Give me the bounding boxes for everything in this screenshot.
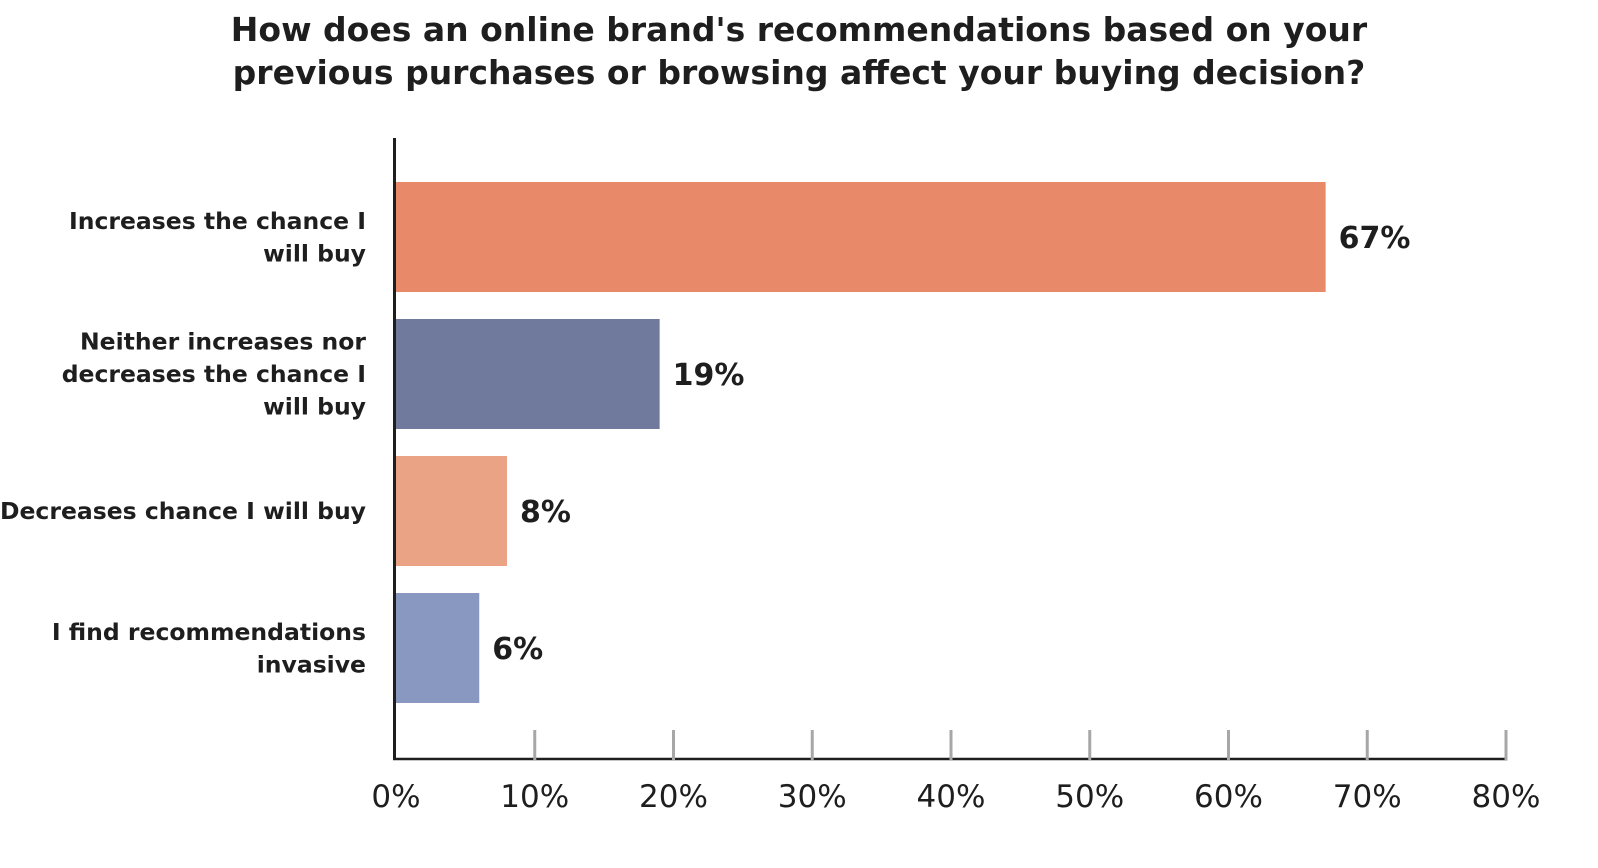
category-label-2-line-1: Neither increases nor <box>80 328 366 356</box>
category-label-4-line-2: invasive <box>257 650 366 678</box>
data-label-3: 8% <box>520 495 571 530</box>
x-axis: 0% 10% 20% 30% 40% 50% 60% 70% 80% <box>371 138 1540 815</box>
bar-4 <box>396 593 480 703</box>
data-label-2: 19% <box>673 358 745 393</box>
bars-layer: 67% 19% 8% 6% <box>396 182 1410 703</box>
category-label-2: Neither increases nor decreases the chanc… <box>62 328 367 421</box>
category-label-2-line-3: will buy <box>263 393 366 421</box>
data-label-4: 6% <box>492 632 543 667</box>
category-label-2-line-2: decreases the chance I <box>62 360 366 388</box>
bar-2 <box>396 319 660 429</box>
bar-3 <box>396 456 507 566</box>
category-label-1: Increases the chance I will buy <box>69 207 366 268</box>
x-tick-label-4: 40% <box>917 779 986 815</box>
category-label-1-line-2: will buy <box>263 239 366 267</box>
chart-title: How does an online brand's recommendatio… <box>0 8 1598 94</box>
x-tick-label-2: 20% <box>639 779 708 815</box>
x-tick-label-0: 0% <box>371 779 420 815</box>
bar-1 <box>396 182 1326 292</box>
category-label-1-line-1: Increases the chance I <box>69 207 366 235</box>
category-label-4-line-1: I find recommendations <box>52 618 366 646</box>
chart-title-line-1: How does an online brand's recommendatio… <box>230 10 1368 49</box>
x-tick-label-1: 10% <box>500 779 569 815</box>
x-tick-label-6: 60% <box>1194 779 1263 815</box>
x-tick-label-7: 70% <box>1333 779 1402 815</box>
category-label-4: I find recommendations invasive <box>52 618 366 679</box>
category-label-3-line-1: Decreases chance I will buy <box>0 497 366 525</box>
x-tick-label-8: 80% <box>1472 779 1541 815</box>
category-label-3: Decreases chance I will buy <box>0 497 366 525</box>
data-label-1: 67% <box>1339 221 1411 256</box>
x-tick-label-5: 50% <box>1055 779 1124 815</box>
chart-title-line-2: previous purchases or browsing affect yo… <box>232 53 1366 92</box>
x-tick-label-3: 30% <box>778 779 847 815</box>
